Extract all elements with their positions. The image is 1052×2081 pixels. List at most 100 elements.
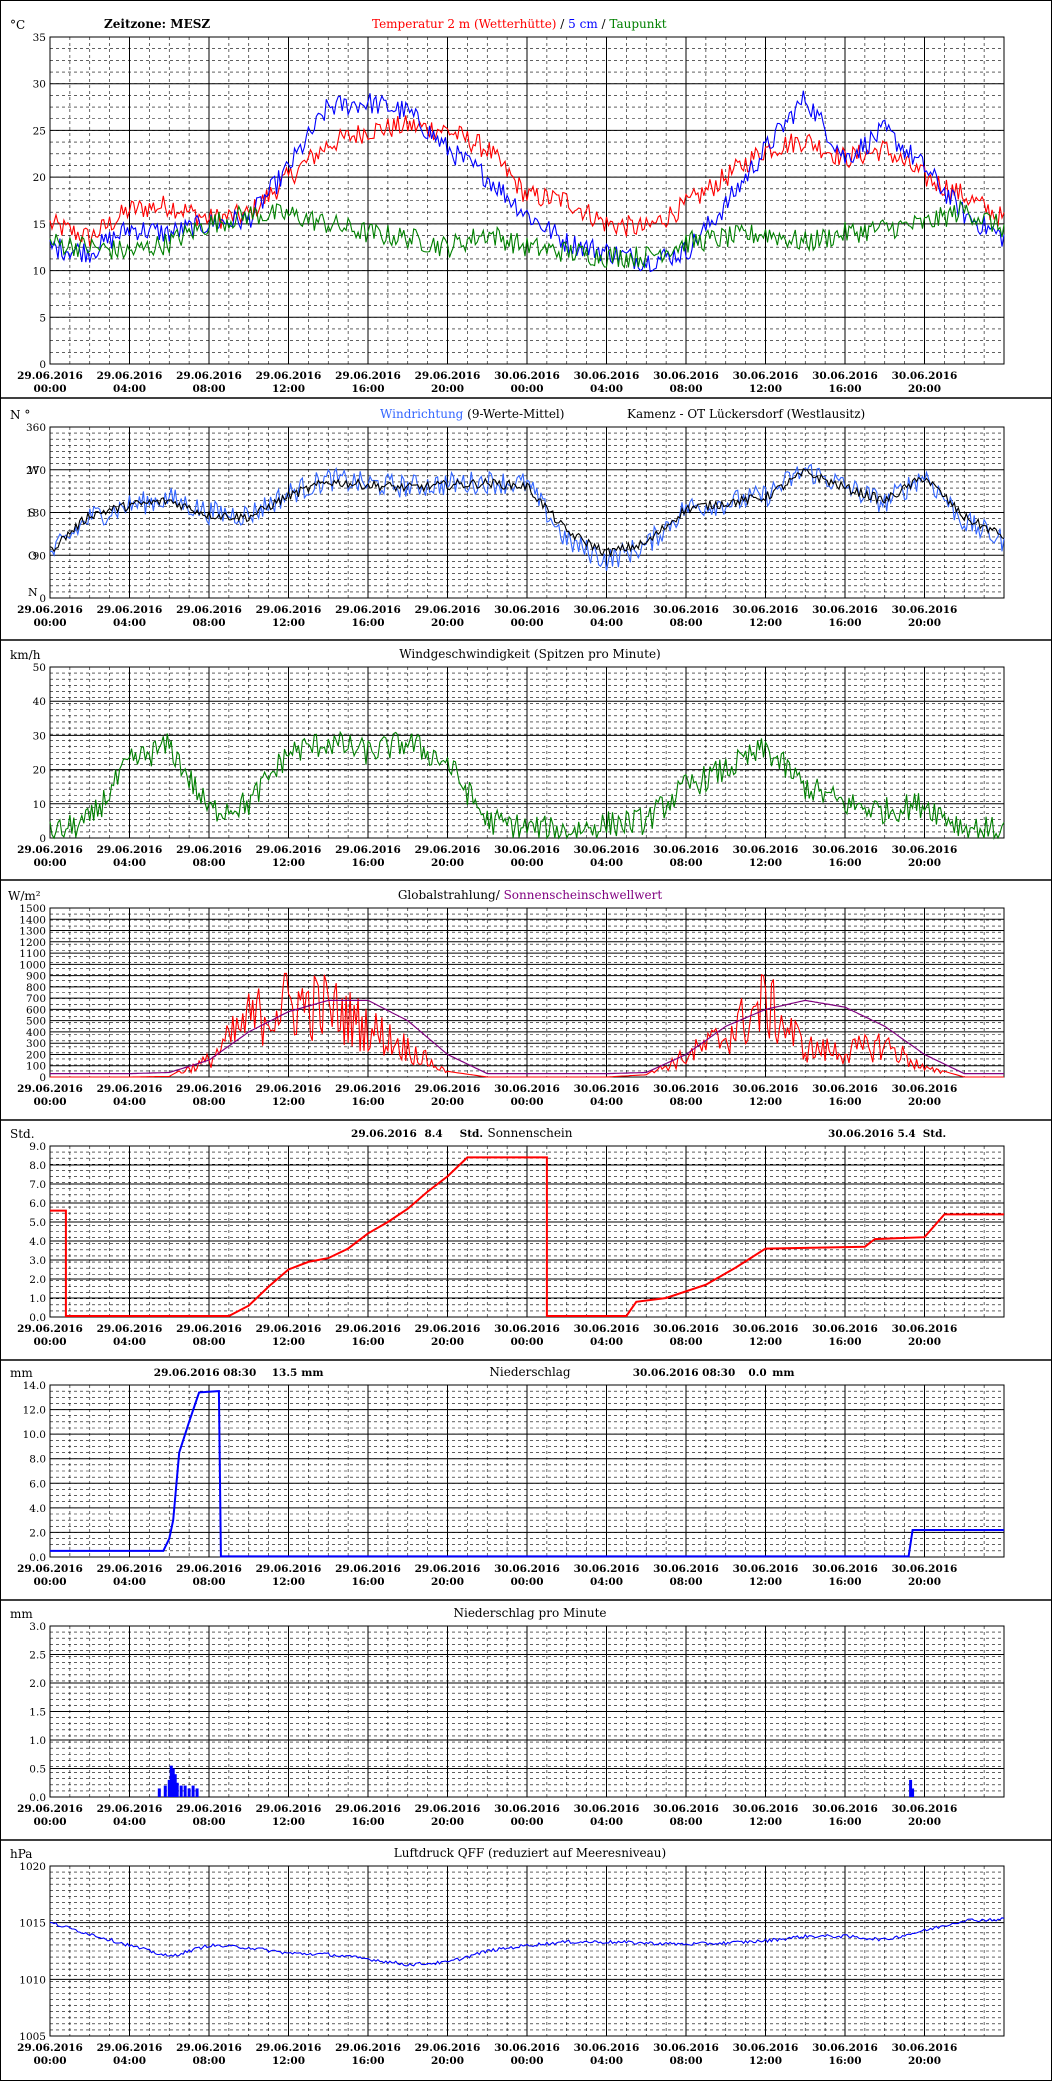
plot-border <box>49 1145 1005 1318</box>
x-tick-date: 30.06.2016 <box>733 2042 799 2054</box>
x-tick-date: 29.06.2016 <box>256 1083 322 1095</box>
x-tick-time: 16:00 <box>828 1576 861 1588</box>
x-tick-date: 30.06.2016 <box>574 1083 640 1095</box>
x-tick-time: 20:00 <box>908 617 941 629</box>
x-tick-time: 16:00 <box>351 1816 384 1828</box>
x-tick-date: 30.06.2016 <box>733 844 799 856</box>
y-tick-label: 0.0 <box>29 1792 46 1804</box>
header-info: Std. <box>923 1128 946 1140</box>
x-tick-date: 29.06.2016 <box>176 1803 242 1815</box>
x-tick-time: 04:00 <box>590 617 623 629</box>
header-info: 8.4 <box>424 1128 442 1140</box>
x-tick-date: 30.06.2016 <box>892 1563 958 1575</box>
x-tick-date: 30.06.2016 <box>494 2042 560 2054</box>
x-tick-time: 16:00 <box>828 2055 861 2067</box>
x-tick-date: 30.06.2016 <box>574 1323 640 1335</box>
x-tick-time: 08:00 <box>669 2055 702 2067</box>
x-tick-date: 29.06.2016 <box>97 1083 163 1095</box>
chart-title-part: Windrichtung <box>380 407 464 421</box>
chart-title: Niederschlag pro Minute <box>453 1606 606 1620</box>
chart-title-part: Luftdruck QFF (reduziert auf Meeresnivea… <box>394 1846 666 1860</box>
x-tick-date: 30.06.2016 <box>653 1323 719 1335</box>
x-tick-time: 04:00 <box>590 1096 623 1108</box>
x-tick-time: 04:00 <box>113 1096 146 1108</box>
y-tick-label: 10 <box>33 266 46 278</box>
x-tick-date: 29.06.2016 <box>335 1083 401 1095</box>
y-tick-label: 200 <box>26 1049 46 1061</box>
y-tick-label: 800 <box>26 982 46 994</box>
x-tick-time: 00:00 <box>33 1336 66 1348</box>
bar-niederschlag <box>191 1785 195 1797</box>
chart-title-part: Temperatur 2 m (Wetterhütte) <box>372 17 556 31</box>
x-tick-time: 00:00 <box>33 857 66 869</box>
x-tick-time: 00:00 <box>510 383 543 395</box>
x-tick-date: 30.06.2016 <box>574 2042 640 2054</box>
compass-label: N <box>28 586 38 599</box>
y-tick-label: 5.0 <box>29 1217 46 1229</box>
y-tick-label: 1.0 <box>29 1293 46 1305</box>
x-tick-time: 08:00 <box>669 1576 702 1588</box>
x-tick-time: 04:00 <box>113 1816 146 1828</box>
y-tick-label: 0 <box>39 359 46 371</box>
x-tick-time: 12:00 <box>749 2055 782 2067</box>
x-tick-date: 29.06.2016 <box>335 1803 401 1815</box>
x-tick-time: 12:00 <box>749 617 782 629</box>
y-tick-label: 4.0 <box>29 1503 46 1515</box>
x-tick-time: 12:00 <box>749 1816 782 1828</box>
header-info: 0.0 <box>748 1367 766 1379</box>
header-info: mm <box>301 1367 323 1379</box>
header-info: 30.06.2016 <box>828 1128 894 1140</box>
x-tick-time: 00:00 <box>33 2055 66 2067</box>
x-tick-time: 16:00 <box>828 383 861 395</box>
x-tick-time: 16:00 <box>351 1336 384 1348</box>
x-tick-time: 12:00 <box>272 1096 305 1108</box>
x-tick-date: 29.06.2016 <box>256 370 322 382</box>
bar-niederschlag <box>179 1785 183 1797</box>
x-tick-date: 30.06.2016 <box>812 604 878 616</box>
x-tick-time: 00:00 <box>33 383 66 395</box>
x-tick-time: 00:00 <box>510 617 543 629</box>
x-tick-time: 12:00 <box>272 383 305 395</box>
x-tick-date: 29.06.2016 <box>176 1563 242 1575</box>
bar-niederschlag <box>175 1782 179 1797</box>
x-tick-time: 20:00 <box>908 2055 941 2067</box>
chart-title: Windgeschwindigkeit (Spitzen pro Minute) <box>399 647 661 661</box>
x-tick-date: 29.06.2016 <box>176 604 242 616</box>
x-tick-date: 30.06.2016 <box>653 1563 719 1575</box>
x-tick-date: 29.06.2016 <box>415 844 481 856</box>
series-line-temperatur-2-m-wetterh-tte- <box>49 115 1005 247</box>
plot-border <box>49 666 1005 839</box>
x-tick-time: 16:00 <box>351 617 384 629</box>
x-tick-time: 04:00 <box>590 1336 623 1348</box>
x-tick-date: 30.06.2016 <box>653 1803 719 1815</box>
y-tick-label: 14.0 <box>23 1380 46 1392</box>
x-tick-date: 30.06.2016 <box>494 844 560 856</box>
bar-niederschlag <box>171 1768 175 1797</box>
y-tick-label: 1005 <box>19 2031 46 2043</box>
x-tick-date: 30.06.2016 <box>574 1803 640 1815</box>
y-tick-label: 10 <box>33 799 46 811</box>
x-tick-date: 29.06.2016 <box>17 370 83 382</box>
y-tick-label: 500 <box>26 1016 46 1028</box>
x-tick-time: 04:00 <box>590 383 623 395</box>
y-tick-label: 10.0 <box>23 1429 46 1441</box>
x-tick-date: 30.06.2016 <box>733 1323 799 1335</box>
x-tick-date: 29.06.2016 <box>415 2042 481 2054</box>
series-line-luftdruck-qff <box>49 1917 1005 1967</box>
x-tick-time: 16:00 <box>351 1096 384 1108</box>
chart-title: Niederschlag <box>489 1365 571 1379</box>
y-tick-label: 1015 <box>19 1918 46 1930</box>
x-tick-date: 30.06.2016 <box>733 370 799 382</box>
x-tick-date: 30.06.2016 <box>574 1563 640 1575</box>
x-tick-time: 08:00 <box>192 1336 225 1348</box>
x-tick-time: 08:00 <box>669 857 702 869</box>
x-tick-date: 30.06.2016 <box>494 1083 560 1095</box>
x-tick-time: 12:00 <box>272 1576 305 1588</box>
y-tick-label: 1400 <box>19 914 46 926</box>
y-tick-label: 90 <box>33 550 46 562</box>
y-axis-label: Std. <box>10 1127 35 1141</box>
x-tick-time: 08:00 <box>192 857 225 869</box>
x-tick-date: 29.06.2016 <box>335 370 401 382</box>
